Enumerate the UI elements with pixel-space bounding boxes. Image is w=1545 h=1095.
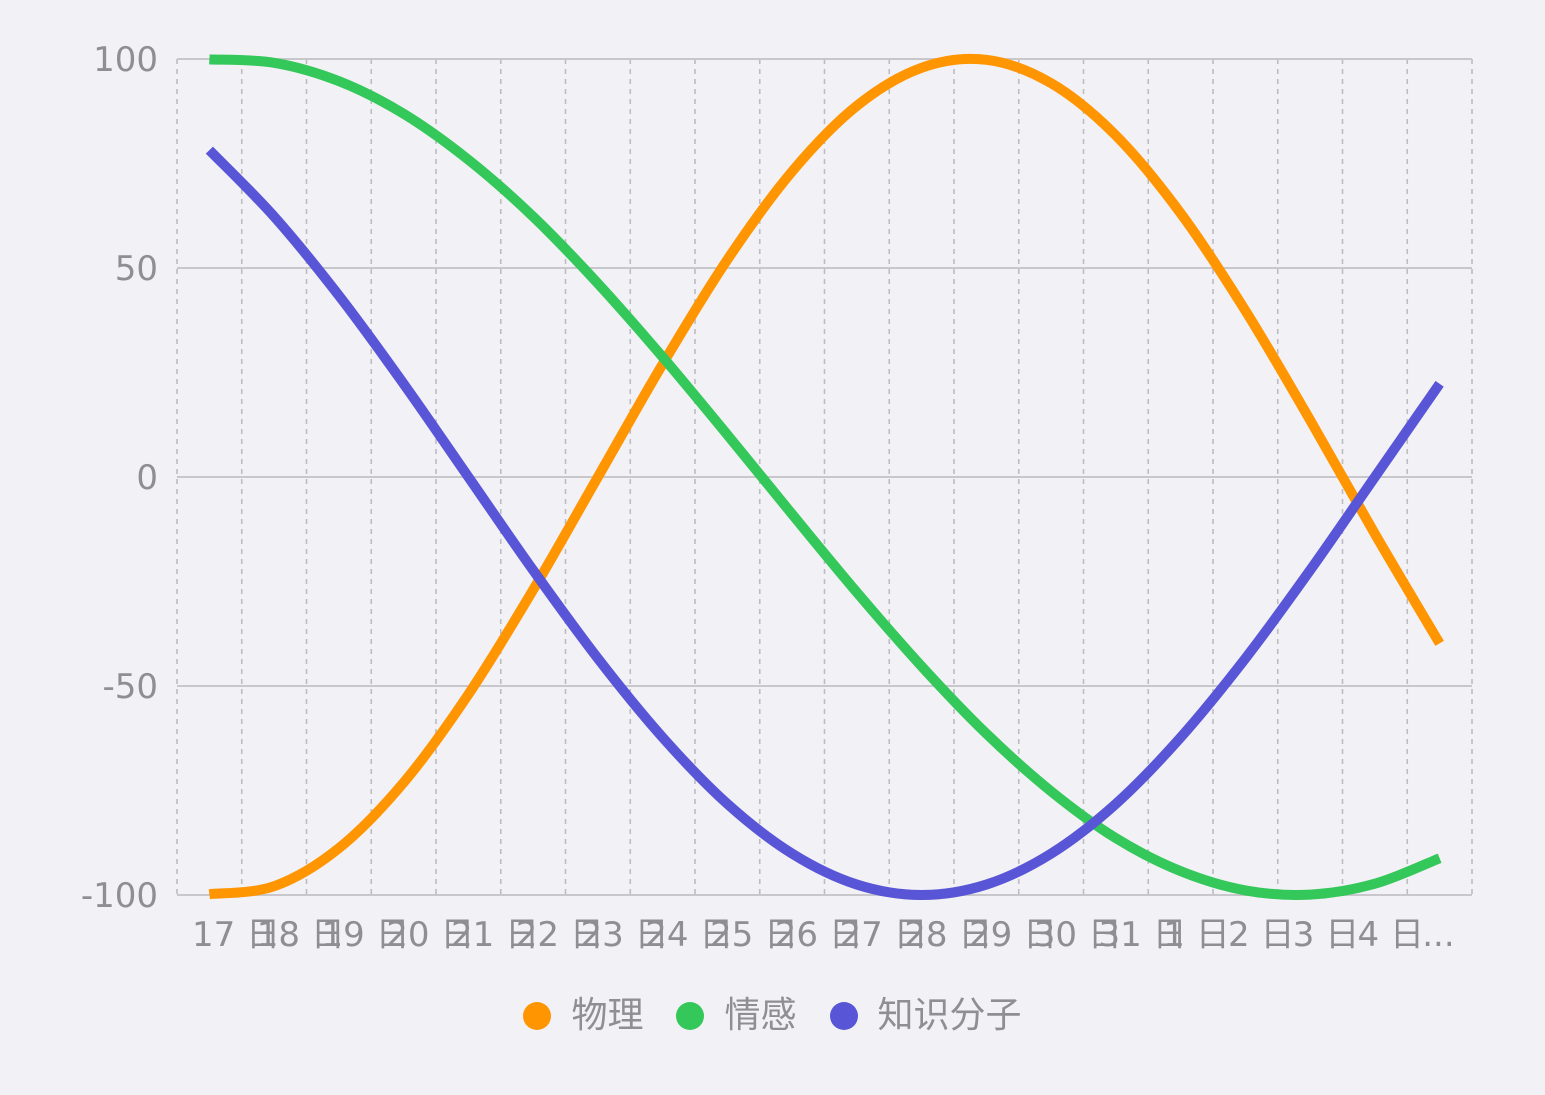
x-axis-label: 20 日: [386, 915, 474, 955]
legend-item-intellectual: 知识分子: [829, 995, 1022, 1036]
legend-item-physical: 物理: [523, 998, 643, 1034]
x-axis-label: 4 日: [1358, 915, 1424, 955]
x-axis-label: 21 日: [451, 915, 539, 955]
x-axis-label: 22 日: [516, 915, 604, 955]
y-axis-label: -100: [81, 876, 158, 916]
legend-dot-physical: [523, 1002, 552, 1030]
y-axis-label: 100: [93, 40, 158, 80]
x-axis-label: 24 日: [645, 915, 733, 955]
legend-item-emotional: 情感: [676, 995, 797, 1036]
y-axis-label: -50: [102, 667, 158, 707]
x-axis-label: 26 日: [775, 915, 863, 955]
x-axis-label: 27 日: [840, 915, 928, 955]
legend-dot-intellectual: [829, 1002, 858, 1030]
x-axis-label: 28 日: [904, 915, 992, 955]
biorhythm-line-chart: 100 50 0 -50 -100 17 日18 日19 日20 日21 日22 日23 …: [81, 40, 1473, 955]
gridlines: [176, 58, 1473, 896]
series: [205, 53, 1444, 900]
physical-series-line: [208, 53, 1444, 900]
x-axis-label: 30 日: [1034, 915, 1122, 955]
x-axis-label: 23 日: [581, 915, 669, 955]
x-axis: 17 日18 日19 日20 日21 日22 日23 日24 日25 日26 日…: [192, 915, 1455, 955]
x-axis-label: 25 日: [710, 915, 798, 955]
x-axis-label: ...: [1422, 915, 1454, 955]
y-axis-label: 50: [115, 249, 158, 289]
legend-label-intellectual: 知识分子: [877, 995, 1022, 1036]
y-axis-label: 0: [136, 458, 158, 498]
x-axis-label: 29 日: [969, 915, 1057, 955]
y-axis: 100 50 0 -50 -100: [81, 40, 158, 916]
x-axis-label: 31 日: [1099, 915, 1187, 955]
emotional-series-line: [209, 54, 1442, 900]
legend-dot-emotional: [676, 1002, 705, 1030]
chart-legend: 物理 情感 知识分子: [0, 990, 1545, 1042]
x-axis-label: 17 日: [192, 915, 280, 955]
intellectual-series-line: [205, 146, 1444, 900]
x-axis-label: 19 日: [322, 915, 410, 955]
legend-label-physical: 物理: [571, 995, 644, 1036]
x-axis-label: 2 日: [1228, 915, 1294, 955]
x-axis-label: 3 日: [1293, 915, 1359, 955]
x-axis-label: 1 日: [1163, 915, 1229, 955]
legend-label-emotional: 情感: [724, 995, 797, 1036]
x-axis-label: 18 日: [257, 915, 345, 955]
